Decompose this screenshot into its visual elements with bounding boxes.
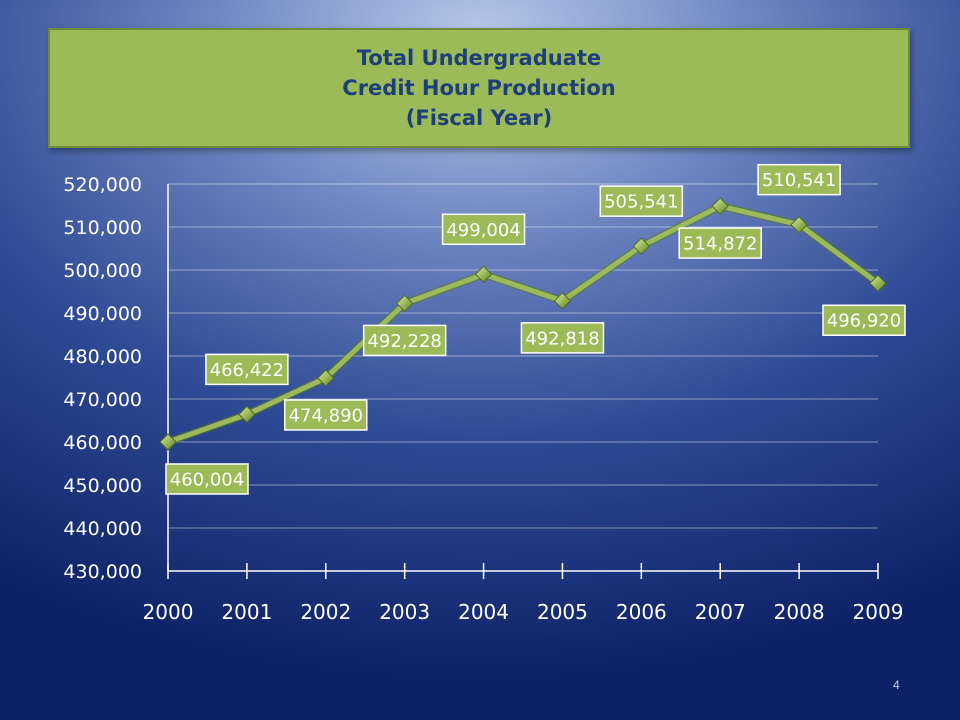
x-tick-label: 2008 (774, 600, 825, 624)
data-label: 460,004 (165, 463, 249, 495)
x-tick-label: 2000 (143, 600, 194, 624)
x-tick-label: 2005 (537, 600, 588, 624)
data-markers (159, 197, 887, 451)
chart-title-line-1: Total Undergraduate (356, 46, 602, 70)
data-label-box (284, 399, 368, 431)
x-tick-label: 2009 (853, 600, 904, 624)
data-label: 496,920 (822, 304, 906, 336)
series-line-path (167, 203, 880, 445)
data-point-marker (869, 274, 887, 292)
data-point-marker (395, 294, 414, 313)
x-tick-label: 2004 (458, 600, 509, 624)
data-label-text: 510,541 (762, 170, 836, 191)
axes: 430,000 440,000 450,000 460,000 470,000 480,0… (63, 174, 903, 624)
data-label-text: 492,818 (525, 328, 599, 349)
data-label-text: 492,228 (367, 331, 441, 352)
data-label-text: 505,541 (604, 192, 678, 213)
y-tick-label: 490,000 (63, 303, 142, 325)
y-tick-label: 510,000 (63, 217, 142, 239)
data-point-marker (790, 215, 808, 234)
data-label-text: 514,872 (683, 234, 757, 255)
y-tick-label: 460,000 (63, 432, 142, 454)
data-label: 492,228 (362, 324, 447, 357)
data-point-marker (711, 197, 729, 215)
data-label-box (362, 324, 447, 357)
data-point-marker (553, 292, 572, 310)
x-tick-label: 2003 (379, 600, 430, 624)
slide-number: 4 (893, 678, 900, 692)
data-label-text: 460,004 (170, 469, 244, 490)
data-label-text: 499,004 (446, 220, 520, 241)
y-tick-label: 430,000 (63, 561, 142, 583)
y-tick-label: 470,000 (63, 389, 142, 411)
data-point-marker (159, 433, 177, 451)
data-labels: 460,004 466,422 474,890 492,228 499,004 492,8… (165, 163, 906, 495)
data-label: 492,818 (520, 322, 605, 354)
y-tick-label: 520,000 (63, 174, 142, 196)
data-label-text: 496,920 (827, 311, 901, 332)
y-tick-label: 450,000 (63, 475, 142, 497)
x-tick-label: 2007 (695, 600, 746, 624)
data-label-box (165, 463, 249, 495)
data-label: 514,872 (678, 227, 762, 259)
data-label: 505,541 (599, 185, 684, 217)
y-tick-label: 440,000 (63, 518, 142, 540)
data-point-marker (632, 237, 651, 255)
data-label-text: 474,890 (289, 405, 363, 426)
chart-title-line-3: (Fiscal Year) (405, 106, 553, 130)
data-point-marker (474, 265, 493, 283)
series-line (166, 202, 881, 446)
y-tick-label: 480,000 (63, 346, 142, 368)
x-tick-label: 2002 (300, 600, 351, 624)
data-point-marker (238, 405, 256, 424)
data-point-marker (317, 369, 335, 387)
chart-title-line-2: Credit Hour Production (342, 76, 616, 100)
data-label-box (822, 304, 906, 336)
data-label: 474,890 (284, 399, 368, 431)
data-label: 466,422 (205, 353, 289, 386)
y-tick-label: 500,000 (63, 260, 142, 282)
data-label: 499,004 (441, 213, 526, 246)
data-label-box (757, 163, 841, 196)
x-tick-label: 2006 (616, 600, 667, 624)
chart-title-box: Total Undergraduate Credit Hour Producti… (48, 28, 910, 148)
data-label-box (678, 227, 762, 259)
x-tick-label: 2001 (221, 600, 272, 624)
data-label-text: 466,422 (210, 360, 284, 381)
data-label-box (441, 213, 526, 246)
data-label: 510,541 (757, 163, 841, 196)
data-label-box (599, 185, 684, 217)
data-label-box (205, 353, 289, 386)
data-label-box (520, 322, 605, 354)
